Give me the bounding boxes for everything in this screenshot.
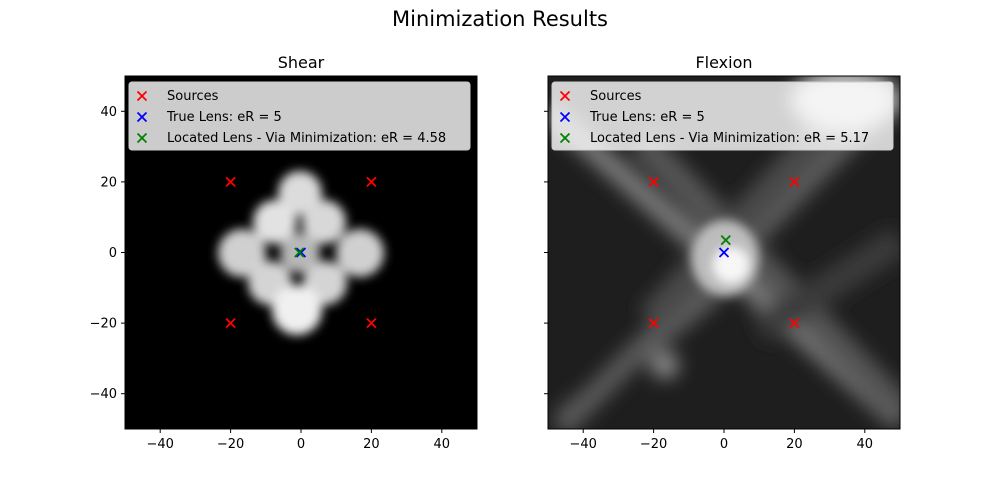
shear-ytick-label: 20	[100, 175, 117, 190]
shear-ytick-label: −20	[90, 317, 117, 332]
shear-sources-marker	[225, 176, 236, 188]
shear-ticks: −40 −20 0 20 40 −40 −20 0 20 40	[90, 105, 451, 452]
flexion-legend-label-true-lens: True Lens: eR = 5	[589, 110, 705, 125]
flexion-sources-marker	[789, 317, 800, 329]
shear-xtick-label: 0	[297, 437, 305, 452]
figure-title: Minimization Results	[392, 7, 608, 31]
flexion-xtick-label: −20	[640, 437, 667, 452]
shear-legend-label-sources: Sources	[167, 89, 219, 104]
flexion-sources-marker	[789, 176, 800, 188]
shear-title: Shear	[278, 53, 325, 72]
shear-ytick-label: −40	[90, 387, 117, 402]
flexion-legend-marker-located-lens	[559, 132, 571, 144]
flexion-title: Flexion	[695, 53, 752, 72]
shear-legend-marker-sources	[136, 90, 148, 102]
flexion-legend-markers	[559, 90, 571, 144]
flexion-sources-marker	[648, 176, 659, 188]
flexion-ticks: −40 −20 0 20 40	[544, 110, 874, 452]
shear-xtick-label: −20	[217, 437, 244, 452]
flexion-panel: −40 −20 0 20 40 Flexion Sources True Lens: e…	[544, 53, 901, 452]
shear-true-lens-marker	[295, 247, 307, 258]
flexion-located-lens-marker	[720, 235, 731, 246]
shear-xtick-label: −40	[146, 437, 173, 452]
flexion-markers	[648, 176, 800, 329]
shear-panel: −40 −20 0 20 40 −40 −20 0 20 40 Shear Sources Tru…	[90, 53, 478, 452]
shear-legend-box	[128, 81, 471, 151]
shear-sources-marker	[366, 317, 377, 329]
shear-ytick-label: 40	[100, 105, 117, 120]
flexion-legend-marker-true-lens	[559, 111, 571, 123]
flexion-xtick-label: 40	[857, 437, 874, 452]
flexion-legend-label-sources: Sources	[590, 89, 642, 104]
flexion-legend-label-located-lens: Located Lens - Via Minimization: eR = 5.…	[590, 131, 869, 146]
shear-legend-label-true-lens: True Lens: eR = 5	[166, 110, 282, 125]
flexion-xtick-label: 20	[786, 437, 803, 452]
shear-xtick-label: 40	[434, 437, 451, 452]
shear-legend-markers	[136, 90, 148, 144]
shear-legend-marker-located-lens	[136, 132, 148, 144]
shear-ytick-label: 0	[109, 246, 117, 261]
shear-legend: Sources True Lens: eR = 5 Located Lens -…	[128, 81, 471, 151]
flexion-legend: Sources True Lens: eR = 5 Located Lens -…	[551, 81, 894, 151]
shear-sources-marker	[366, 176, 377, 188]
shear-sources-marker	[225, 317, 236, 329]
flexion-xtick-label: −40	[569, 437, 596, 452]
flexion-legend-marker-sources	[559, 90, 571, 102]
shear-legend-label-located-lens: Located Lens - Via Minimization: eR = 4.…	[167, 131, 446, 146]
flexion-sources-marker	[648, 317, 659, 329]
shear-markers	[225, 176, 377, 329]
shear-xtick-label: 20	[363, 437, 380, 452]
flexion-legend-box	[551, 81, 894, 151]
shear-legend-marker-true-lens	[136, 111, 148, 123]
shear-located-lens-marker	[294, 247, 305, 258]
flexion-xtick-label: 0	[720, 437, 728, 452]
flexion-true-lens-marker	[718, 247, 730, 258]
shear-heatmap	[218, 171, 384, 335]
